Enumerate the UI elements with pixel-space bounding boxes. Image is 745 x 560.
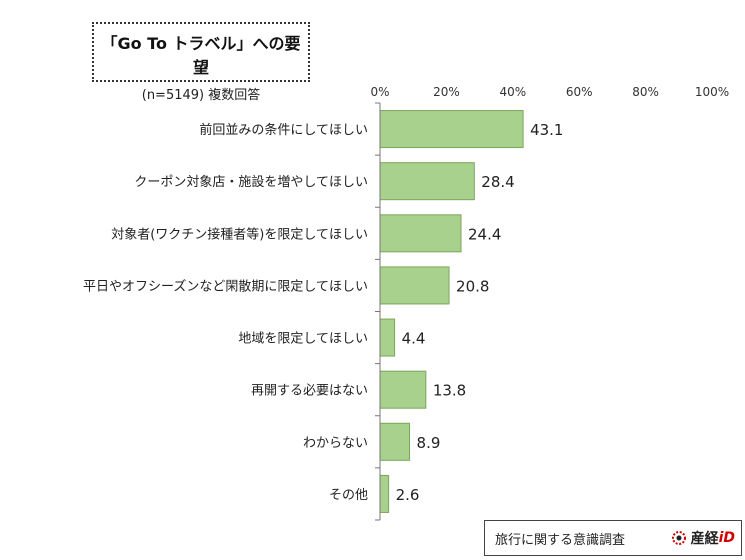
category-label: 地域を限定してほしい [238,332,368,347]
category-label: 平日やオフシーズンなど閑散期に限定してほしい [83,278,368,294]
source-box: 旅行に関する意識調査 産経 iD [484,520,742,556]
value-label: 43.1 [530,121,563,139]
x-tick-label: 100% [695,85,729,99]
chart-subtitle: (n=5149) 複数回答 [141,88,261,103]
source-label: 旅行に関する意識調査 [495,532,626,548]
sankei-logo-icon [671,531,686,545]
category-label: クーポン対象店・施設を増やしてほしい [134,174,368,190]
category-label: 対象者(ワクチン接種者等)を限定してほしい [111,226,368,242]
bar [379,474,390,513]
value-label: 8.9 [417,434,441,452]
x-tick-label: 60% [566,85,593,99]
category-label: わからない [303,436,368,451]
brand-name: 産経 [690,531,719,547]
category-label: 再開する必要はない [251,384,368,399]
category-label: その他 [329,488,368,503]
x-tick-label: 80% [632,85,659,99]
bar [379,318,396,357]
value-label: 28.4 [481,173,514,191]
value-label: 13.8 [433,382,466,400]
x-tick-label: 40% [499,85,526,99]
x-tick-label: 20% [433,85,460,99]
x-tick-label: 0% [370,85,389,99]
value-label: 2.6 [396,486,420,504]
bar [379,214,462,253]
bar [379,370,427,409]
value-label: 4.4 [402,330,426,348]
bar [379,422,411,461]
value-label: 20.8 [456,277,489,295]
value-label: 24.4 [468,225,501,243]
bar [379,110,524,149]
chart-title: 「Go To トラベル」への要望 [101,34,301,77]
bar [379,162,475,201]
brand-logo: 産経 iD [671,528,735,548]
chart-title-box: 「Go To トラベル」への要望 (n=5149) 複数回答 [92,22,310,103]
bar [379,266,450,305]
brand-suffix: iD [718,530,735,546]
category-label: 前回並みの条件にしてほしい [199,122,368,138]
